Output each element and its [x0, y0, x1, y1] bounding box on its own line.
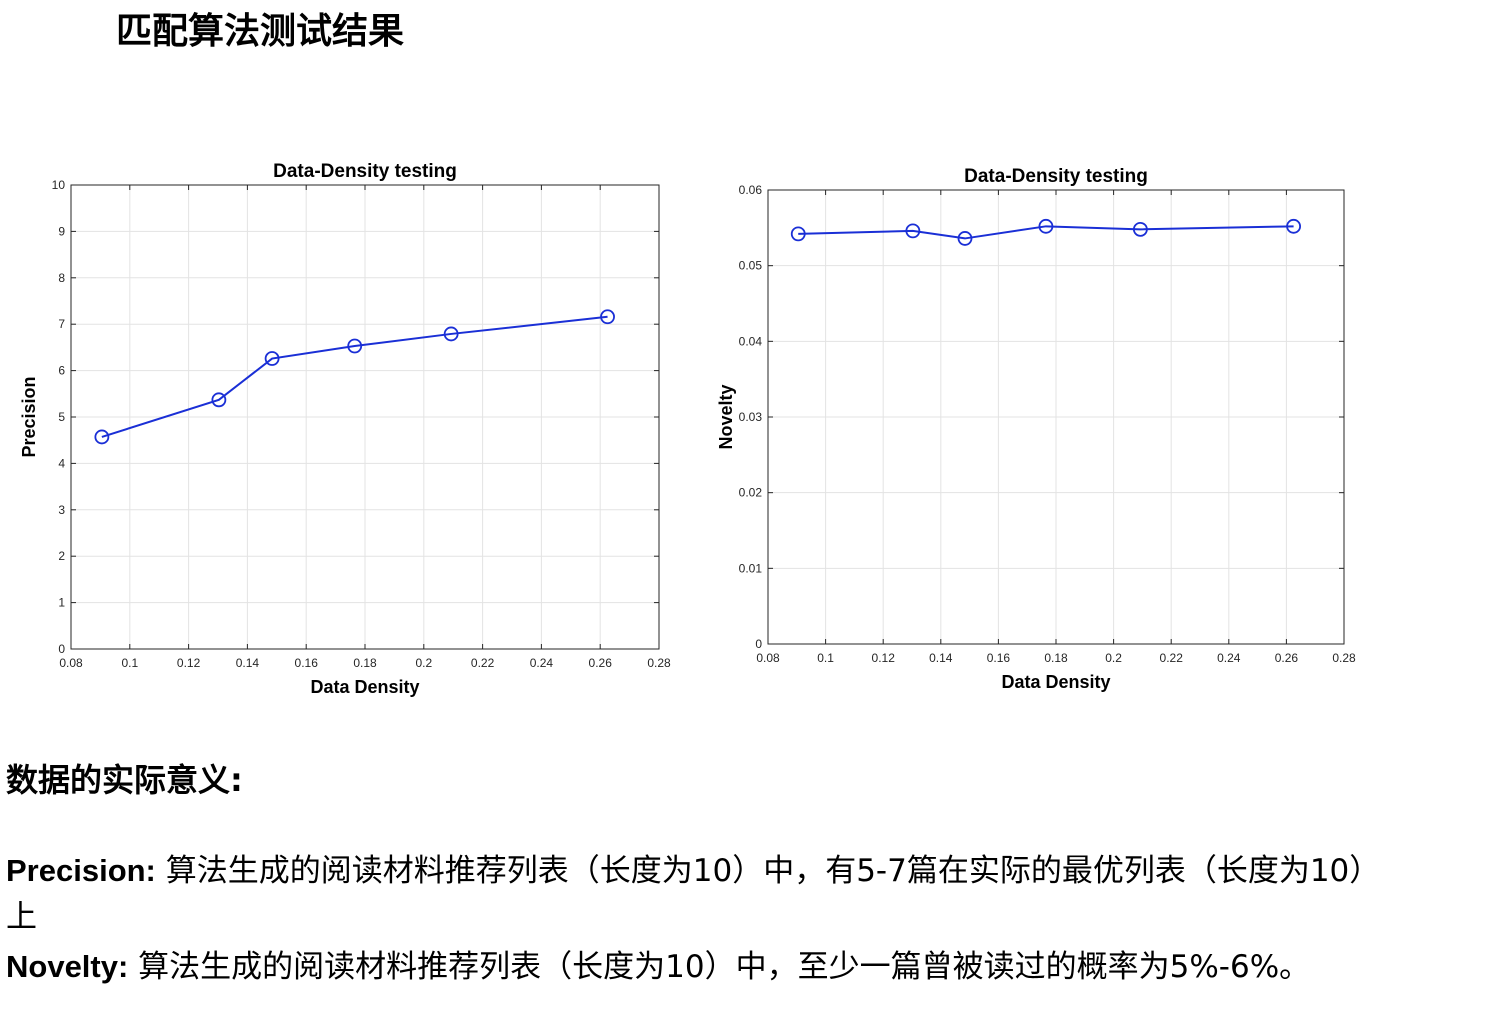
- precision-term: Precision:: [6, 853, 156, 888]
- novelty-series-line: [798, 225, 1294, 240]
- novelty-x-tick-label: 0.24: [1217, 651, 1241, 665]
- novelty-data-point: [957, 231, 973, 246]
- novelty-explanation: Novelty: 算法生成的阅读材料推荐列表（长度为10）中，至少一篇曾被读过的…: [6, 946, 1494, 988]
- precision-series-line: [101, 315, 608, 438]
- precision-data-point: [94, 429, 110, 445]
- novelty-y-tick-label: 0.02: [739, 486, 763, 500]
- precision-x-tick-label: 0.26: [589, 656, 613, 670]
- precision-y-axis-label: Precision: [19, 376, 39, 457]
- precision-x-tick-label: 0.08: [59, 656, 83, 670]
- precision-x-tick-label: 0.12: [177, 656, 201, 670]
- precision-y-tick-label: 1: [58, 596, 65, 610]
- novelty-y-axis-label: Novelty: [716, 384, 736, 449]
- precision-x-tick-label: 0.16: [295, 656, 319, 670]
- novelty-data-point: [790, 226, 806, 242]
- precision-data-point: [443, 326, 459, 342]
- novelty-x-tick-label: 0.18: [1044, 651, 1068, 665]
- novelty-x-tick-label: 0.16: [987, 651, 1011, 665]
- precision-x-tick-label: 0.24: [530, 656, 554, 670]
- novelty-data-point: [1132, 221, 1148, 237]
- novelty-data-point: [1286, 218, 1301, 234]
- novelty-x-tick-label: 0.1: [817, 651, 834, 665]
- precision-x-tick-label: 0.14: [236, 656, 260, 670]
- precision-y-tick-label: 6: [58, 364, 65, 378]
- novelty-y-tick-label: 0.06: [739, 183, 763, 197]
- precision-y-tick-label: 8: [58, 271, 65, 285]
- precision-x-tick-label: 0.28: [647, 656, 671, 670]
- precision-data-point: [600, 309, 615, 325]
- novelty-y-tick-label: 0: [755, 637, 762, 651]
- novelty-y-tick-label: 0.04: [739, 334, 763, 348]
- precision-x-tick-label: 0.22: [471, 656, 495, 670]
- novelty-y-tick-label: 0.01: [739, 561, 763, 575]
- precision-data-point: [211, 392, 227, 408]
- novelty-text: 算法生成的阅读材料推荐列表（长度为10）中，至少一篇曾被读过的概率为5%-6%。: [128, 949, 1311, 985]
- precision-y-tick-label: 9: [58, 224, 65, 238]
- precision-y-tick-label: 3: [58, 503, 65, 517]
- precision-chart-title: Data-Density testing: [273, 161, 457, 182]
- precision-data-point: [347, 338, 363, 354]
- novelty-x-tick-label: 0.2: [1105, 651, 1122, 665]
- novelty-x-axis-label: Data Density: [1001, 672, 1110, 692]
- novelty-data-point: [905, 223, 921, 239]
- precision-y-tick-label: 10: [52, 178, 66, 192]
- novelty-x-tick-label: 0.22: [1160, 651, 1184, 665]
- precision-x-tick-label: 0.2: [415, 656, 432, 670]
- precision-y-tick-label: 5: [58, 410, 65, 424]
- precision-text: 算法生成的阅读材料推荐列表（长度为10）中，有5-7篇在实际的最优列表（长度为1…: [155, 853, 1381, 889]
- novelty-chart-title: Data-Density testing: [964, 166, 1148, 187]
- precision-x-tick-label: 0.18: [353, 656, 377, 670]
- novelty-x-tick-label: 0.12: [872, 651, 896, 665]
- precision-x-axis-label: Data Density: [310, 677, 419, 697]
- precision-y-tick-label: 2: [58, 549, 65, 563]
- precision-explanation: Precision: 算法生成的阅读材料推荐列表（长度为10）中，有5-7篇在实…: [6, 850, 1494, 892]
- section-heading: 数据的实际意义:: [6, 761, 243, 799]
- precision-x-tick-label: 0.1: [121, 656, 138, 670]
- page-title: 匹配算法测试结果: [116, 11, 405, 52]
- novelty-x-tick-label: 0.26: [1275, 651, 1299, 665]
- precision-y-tick-label: 7: [58, 317, 65, 331]
- novelty-term: Novelty:: [6, 949, 129, 984]
- precision-y-tick-label: 4: [58, 456, 65, 470]
- novelty-data-point: [1038, 218, 1054, 234]
- novelty-x-tick-label: 0.14: [929, 651, 953, 665]
- novelty-y-tick-label: 0.05: [739, 259, 763, 273]
- novelty-x-tick-label: 0.28: [1332, 651, 1356, 665]
- precision-chart: 0.08 0.1 0.12 0.14 0.16 0.18 0.2 0.22 0.24 0.26 0.…: [19, 161, 671, 697]
- precision-explanation-continued: 上: [6, 899, 37, 935]
- novelty-y-tick-label: 0.03: [739, 410, 763, 424]
- precision-data-point: [264, 351, 280, 366]
- precision-y-tick-label: 0: [58, 642, 65, 656]
- novelty-x-tick-label: 0.08: [756, 651, 780, 665]
- novelty-chart: 0.08 0.1 0.12 0.14 0.16 0.18 0.2 0.22 0.24 0.26 0.…: [716, 166, 1356, 692]
